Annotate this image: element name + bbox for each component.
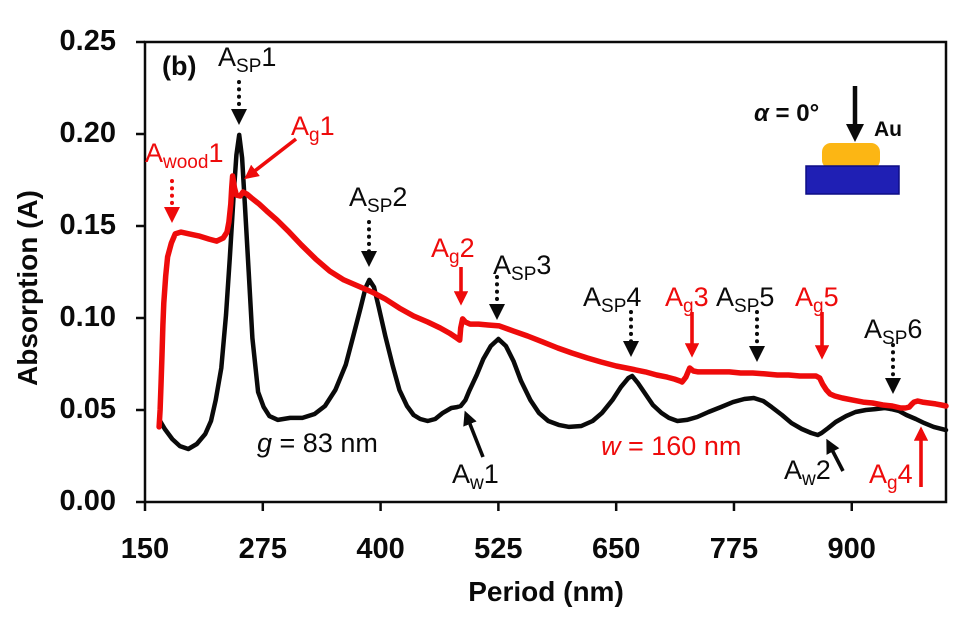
annotation-A_SP3: ASP3 (493, 250, 552, 285)
curve-w160 (156, 173, 949, 430)
inset-gold-ridge (822, 143, 880, 169)
annotation-arrows (164, 80, 929, 487)
annotation-A_g5: Ag5 (795, 282, 839, 317)
inset-schematic (805, 86, 900, 195)
annotation-A_SP6: ASP6 (864, 314, 923, 349)
annotation-A_SP1: ASP1 (218, 42, 277, 77)
y-tick-label: 0.10 (59, 301, 116, 333)
annotation-g-curve-label: g = 83 nm (257, 428, 378, 458)
annotation-A_g2: Ag2 (431, 233, 475, 268)
x-tick-label: 900 (827, 533, 876, 565)
x-tick-label: 150 (120, 533, 170, 565)
arrow-A_w2 (826, 438, 845, 472)
inset-substrate (805, 165, 900, 195)
data-curves (156, 132, 949, 452)
inset-arrowhead-icon (846, 124, 864, 142)
inset-au-label: Au (874, 118, 902, 141)
annotation-A_g1: Ag1 (291, 111, 335, 146)
y-tick-label: 0.00 (59, 485, 116, 517)
curve-g83 (157, 132, 949, 452)
x-tick-label: 775 (709, 533, 759, 565)
x-tick-label: 525 (474, 533, 523, 565)
annotation-panel-b: (b) (162, 51, 197, 81)
annotation-A_SP4: ASP4 (583, 282, 642, 317)
plot-border (143, 40, 948, 504)
x-axis-title: Period (nm) (468, 576, 624, 607)
x-tick-label: 275 (238, 533, 287, 565)
annotation-A_g4: Ag4 (869, 459, 913, 494)
arrow-A_g1 (244, 137, 298, 180)
arrow-A_w1 (463, 410, 485, 458)
y-tick-label: 0.25 (59, 25, 116, 57)
y-tick-label: 0.15 (59, 209, 116, 241)
y-tick-label: 0.05 (59, 393, 116, 425)
x-tick-label: 400 (356, 533, 405, 565)
annotation-A_w2: Aw2 (784, 455, 831, 490)
y-tick-label: 0.20 (59, 117, 116, 149)
annotation-A_SP2: ASP2 (349, 182, 408, 217)
inset-alpha-label: α = 0° (754, 100, 820, 127)
annotation-A_wood1: Awood1 (145, 138, 224, 173)
axis-ticks (136, 40, 854, 511)
x-tick-label: 650 (591, 533, 641, 565)
annotation-A_w1: Aw1 (452, 459, 499, 494)
annotation-A_g3: Ag3 (665, 282, 709, 317)
annotation-w-curve-label: w = 160 nm (601, 431, 742, 461)
annotation-A_SP5: ASP5 (716, 282, 775, 317)
